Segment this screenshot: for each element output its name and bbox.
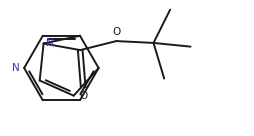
Text: N: N: [45, 38, 53, 47]
Text: O: O: [79, 91, 87, 101]
Text: N: N: [12, 63, 20, 73]
Text: O: O: [112, 27, 120, 37]
